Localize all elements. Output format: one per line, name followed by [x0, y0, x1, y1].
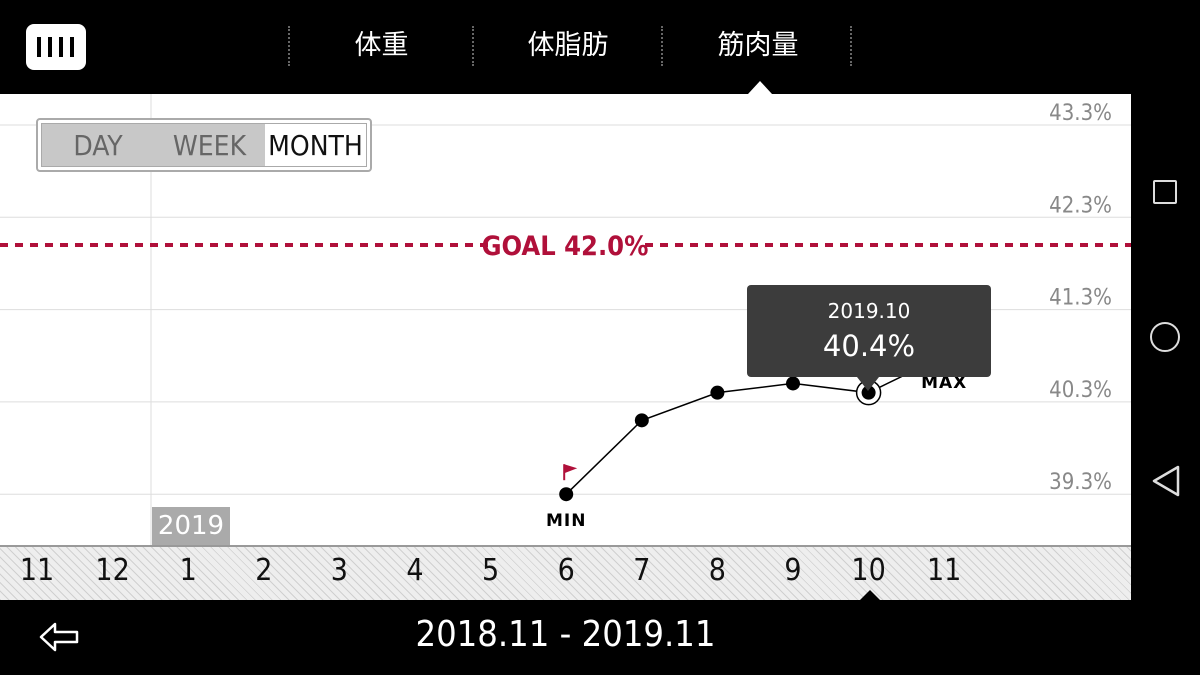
- tab-separator: [472, 26, 474, 66]
- range-toggle: DAY WEEK MONTH: [36, 118, 372, 172]
- tab-separator: [288, 26, 290, 66]
- tanita-logo-icon: [26, 24, 86, 70]
- x-tick-label[interactable]: 1: [179, 553, 197, 588]
- min-label: MIN: [546, 511, 586, 531]
- goal-label: GOAL 42.0%: [482, 231, 649, 262]
- x-tick-label[interactable]: 4: [406, 553, 424, 588]
- max-label: MAX: [921, 373, 967, 393]
- y-tick-label: 42.3%: [1049, 193, 1112, 218]
- x-tick-label[interactable]: 8: [708, 553, 726, 588]
- x-tick-label[interactable]: 6: [557, 553, 575, 588]
- x-tick-label[interactable]: 12: [95, 553, 130, 588]
- bottom-bar: 2018.11 - 2019.11: [0, 600, 1200, 675]
- y-tick-label: 43.3%: [1049, 101, 1112, 126]
- x-tick-label[interactable]: 5: [482, 553, 500, 588]
- year-marker: 2019: [152, 507, 230, 545]
- recent-apps-icon[interactable]: [1153, 180, 1177, 204]
- x-tick-label[interactable]: 2: [255, 553, 273, 588]
- y-tick-label: 40.3%: [1049, 378, 1112, 403]
- range-day-button[interactable]: DAY: [42, 124, 154, 166]
- range-week-button[interactable]: WEEK: [154, 124, 265, 166]
- y-tick-label: 41.3%: [1049, 286, 1112, 311]
- range-month-button[interactable]: MONTH: [265, 124, 366, 166]
- tab-separator: [850, 26, 852, 66]
- tab-weight[interactable]: 体重: [354, 30, 409, 61]
- data-point: [634, 413, 649, 428]
- data-point: [710, 385, 725, 400]
- selected-month-pointer: [860, 590, 880, 600]
- tab-separator: [661, 26, 663, 66]
- tooltip-arrow: [857, 377, 879, 391]
- system-nav-bar: [1131, 94, 1200, 600]
- x-tick-label[interactable]: 11: [927, 553, 962, 588]
- tab-body-fat[interactable]: 体脂肪: [527, 30, 609, 61]
- x-tick-label[interactable]: 7: [633, 553, 651, 588]
- x-axis[interactable]: 11 12 1 2 3 4 5 6 7 8 9 10 11: [0, 545, 1131, 600]
- line-chart: 43.3% 42.3% 41.3% 40.3% 39.3% GOAL 42.0% MIN MA…: [0, 94, 1131, 545]
- series-line: [565, 355, 945, 495]
- tooltip-value: 40.4%: [822, 329, 916, 363]
- chart-area[interactable]: 43.3% 42.3% 41.3% 40.3% 39.3% GOAL 42.0% MIN MA…: [0, 94, 1131, 545]
- data-point: [786, 376, 800, 391]
- y-tick-label: 39.3%: [1049, 470, 1112, 495]
- data-point: [559, 487, 574, 502]
- tooltip-date: 2019.10: [827, 299, 911, 323]
- x-tick-label[interactable]: 3: [330, 553, 348, 588]
- x-tick-label[interactable]: 9: [784, 553, 802, 588]
- tab-muscle-mass[interactable]: 筋肉量: [717, 30, 799, 61]
- home-icon[interactable]: [1150, 322, 1180, 352]
- back-arrow-icon[interactable]: [38, 620, 80, 654]
- back-icon[interactable]: [1151, 464, 1181, 498]
- min-flag-icon: [564, 464, 578, 474]
- top-bar: 体重 体脂肪 筋肉量: [0, 0, 1200, 94]
- x-tick-label[interactable]: 11: [19, 553, 55, 588]
- date-range-label: 2018.11 - 2019.11: [415, 614, 716, 655]
- x-tick-label[interactable]: 10: [851, 553, 886, 588]
- value-tooltip: 2019.10 40.4%: [747, 285, 991, 391]
- goal-label-bg: [488, 226, 638, 263]
- selected-tab-pointer: [748, 81, 772, 94]
